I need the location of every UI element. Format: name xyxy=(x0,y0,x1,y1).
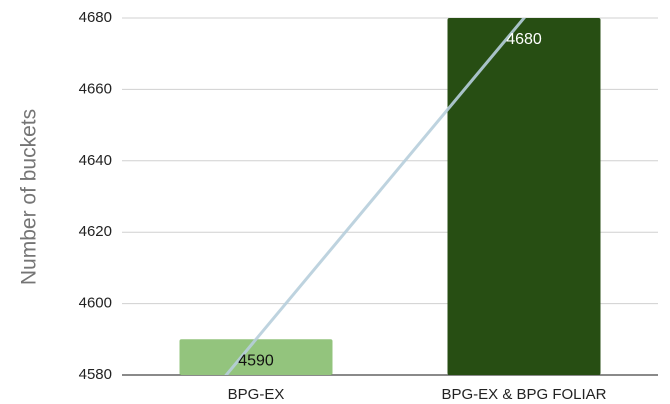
y-axis-label: Number of buckets xyxy=(18,109,41,285)
x-category-label: BPG-EX & BPG FOLIAR xyxy=(441,386,606,403)
trendline-path xyxy=(224,18,526,375)
bar xyxy=(447,18,601,375)
data-labels: 4590 4680 xyxy=(238,31,542,369)
x-axis-categories: BPG-EX BPG-EX & BPG FOLIAR xyxy=(228,386,607,403)
y-tick-label: 4660 xyxy=(79,80,112,97)
bars xyxy=(179,18,601,375)
trendline xyxy=(224,18,526,375)
y-tick-label: 4600 xyxy=(79,295,112,312)
bar xyxy=(179,339,333,375)
x-category-label: BPG-EX xyxy=(228,386,285,403)
data-label: 4590 xyxy=(238,353,274,370)
y-axis-ticks: 4580 4600 4620 4640 4660 4680 xyxy=(79,9,112,383)
y-tick-label: 4640 xyxy=(79,152,112,169)
y-tick-label: 4620 xyxy=(79,223,112,240)
y-tick-label: 4680 xyxy=(79,9,112,26)
y-tick-label: 4580 xyxy=(79,366,112,383)
data-label: 4680 xyxy=(506,31,542,48)
